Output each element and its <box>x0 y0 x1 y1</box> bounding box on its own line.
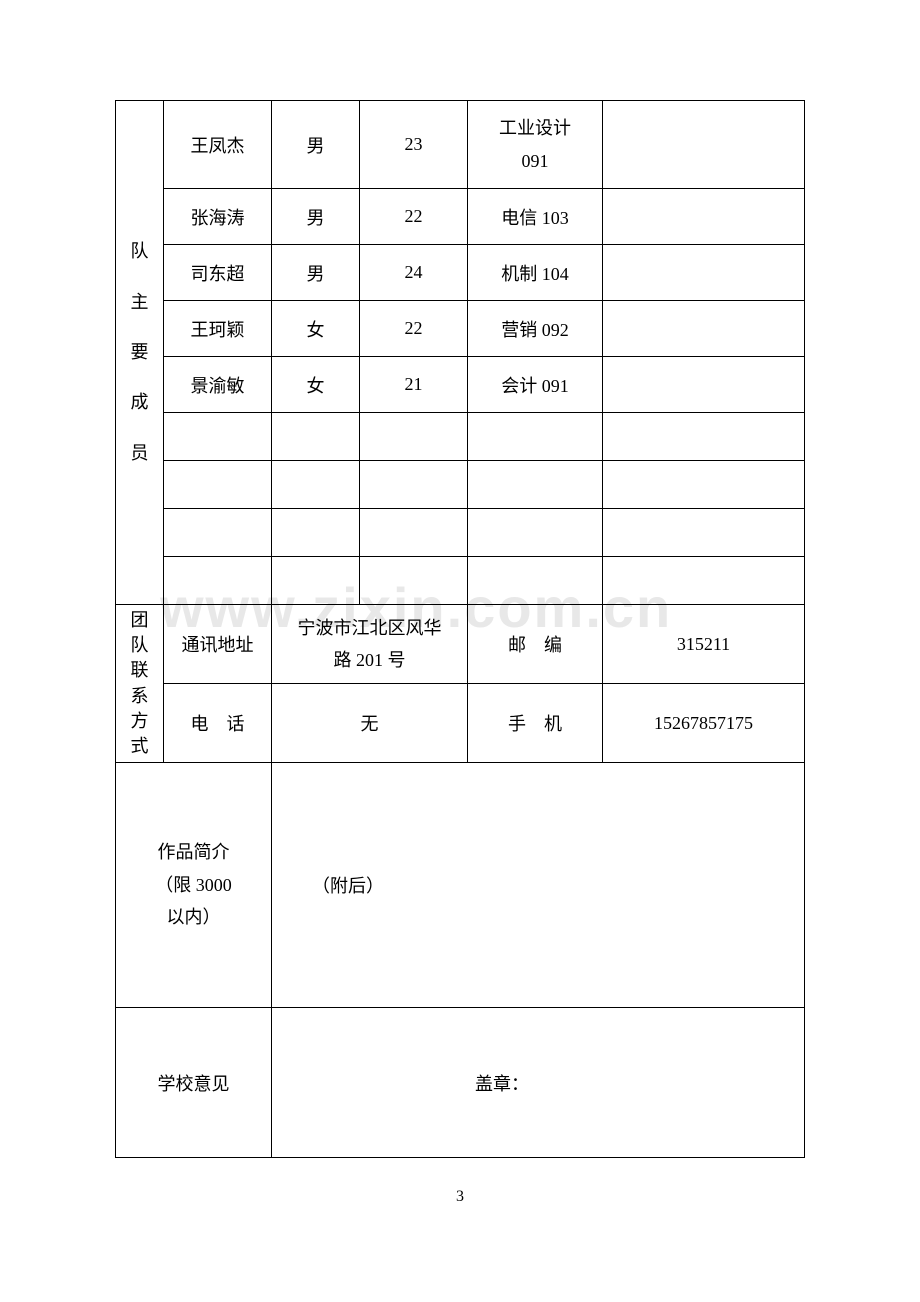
member-note <box>603 245 805 301</box>
members-label: 队主要成员 <box>116 101 164 605</box>
member-note <box>603 357 805 413</box>
member-age: 24 <box>360 245 468 301</box>
table-row: 团队联系方式 通讯地址 宁波市江北区风华路 201 号 邮 编 315211 <box>116 605 805 684</box>
mobile-label: 手 机 <box>468 684 603 763</box>
empty-cell <box>468 461 603 509</box>
empty-cell <box>164 461 272 509</box>
member-class: 营销 092 <box>468 301 603 357</box>
empty-cell <box>164 509 272 557</box>
empty-cell <box>164 413 272 461</box>
empty-cell <box>468 557 603 605</box>
empty-cell <box>360 461 468 509</box>
member-note <box>603 101 805 189</box>
contact-label: 团队联系方式 <box>116 605 164 763</box>
empty-cell <box>603 509 805 557</box>
empty-cell <box>360 557 468 605</box>
empty-cell <box>272 509 360 557</box>
phone-label: 电 话 <box>164 684 272 763</box>
member-name: 景渝敏 <box>164 357 272 413</box>
empty-cell <box>272 413 360 461</box>
member-name: 张海涛 <box>164 189 272 245</box>
member-name: 王凤杰 <box>164 101 272 189</box>
page-number: 3 <box>115 1188 805 1206</box>
empty-cell <box>360 413 468 461</box>
school-content: 盖章： <box>272 1008 805 1158</box>
member-age: 23 <box>360 101 468 189</box>
phone-value: 无 <box>272 684 468 763</box>
table-row <box>116 509 805 557</box>
document-table: 队主要成员 王凤杰 男 23 工业设计091 张海涛 男 22 电信 103 司… <box>115 100 805 1158</box>
mobile-value: 15267857175 <box>603 684 805 763</box>
member-gender: 男 <box>272 189 360 245</box>
intro-label: 作品简介（限 3000以内） <box>116 763 272 1008</box>
postal-label: 邮 编 <box>468 605 603 684</box>
member-age: 21 <box>360 357 468 413</box>
empty-cell <box>603 413 805 461</box>
table-row: 队主要成员 王凤杰 男 23 工业设计091 <box>116 101 805 189</box>
table-row: 学校意见 盖章： <box>116 1008 805 1158</box>
empty-cell <box>360 509 468 557</box>
table-row <box>116 461 805 509</box>
member-name: 司东超 <box>164 245 272 301</box>
table-row: 电 话 无 手 机 15267857175 <box>116 684 805 763</box>
empty-cell <box>272 461 360 509</box>
member-class: 电信 103 <box>468 189 603 245</box>
member-class: 机制 104 <box>468 245 603 301</box>
empty-cell <box>272 557 360 605</box>
member-age: 22 <box>360 189 468 245</box>
table-row: 王珂颖 女 22 营销 092 <box>116 301 805 357</box>
intro-value: （附后） <box>272 763 805 1008</box>
table-row: 作品简介（限 3000以内） （附后） <box>116 763 805 1008</box>
address-label: 通讯地址 <box>164 605 272 684</box>
member-class: 工业设计091 <box>468 101 603 189</box>
table-row <box>116 413 805 461</box>
table-row: 景渝敏 女 21 会计 091 <box>116 357 805 413</box>
member-age: 22 <box>360 301 468 357</box>
member-gender: 男 <box>272 245 360 301</box>
school-label: 学校意见 <box>116 1008 272 1158</box>
empty-cell <box>603 461 805 509</box>
member-gender: 女 <box>272 301 360 357</box>
postal-value: 315211 <box>603 605 805 684</box>
empty-cell <box>468 509 603 557</box>
member-gender: 女 <box>272 357 360 413</box>
empty-cell <box>603 557 805 605</box>
table-row <box>116 557 805 605</box>
member-gender: 男 <box>272 101 360 189</box>
table-row: 司东超 男 24 机制 104 <box>116 245 805 301</box>
member-note <box>603 189 805 245</box>
stamp-label: 盖章： <box>475 1074 529 1094</box>
table-row: 张海涛 男 22 电信 103 <box>116 189 805 245</box>
address-value: 宁波市江北区风华路 201 号 <box>272 605 468 684</box>
member-class: 会计 091 <box>468 357 603 413</box>
empty-cell <box>468 413 603 461</box>
member-note <box>603 301 805 357</box>
empty-cell <box>164 557 272 605</box>
member-name: 王珂颖 <box>164 301 272 357</box>
